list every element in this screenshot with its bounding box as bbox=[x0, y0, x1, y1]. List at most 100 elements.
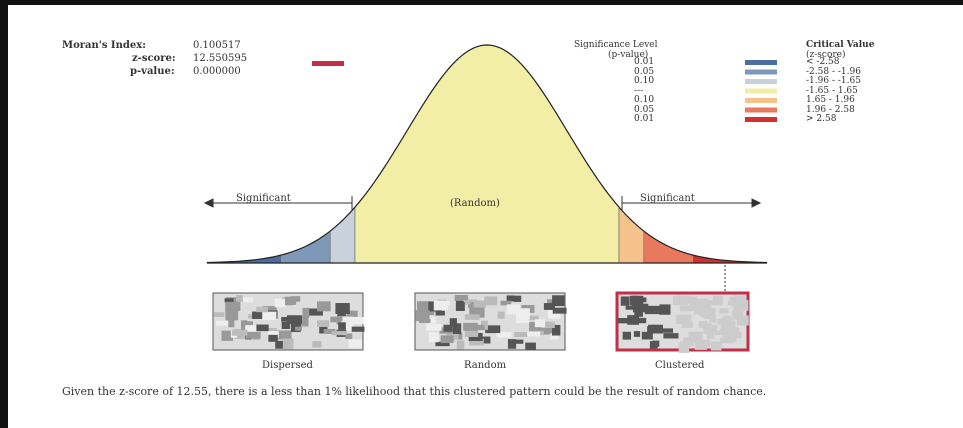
curve-region bbox=[329, 206, 356, 264]
pattern-cell bbox=[331, 331, 347, 336]
arrow-head bbox=[203, 198, 214, 208]
pattern-cell bbox=[236, 295, 243, 302]
pattern-cell bbox=[241, 320, 248, 332]
pattern-cell bbox=[506, 295, 515, 302]
pattern-image bbox=[414, 292, 567, 351]
legend-z: < -2.58 bbox=[806, 57, 840, 67]
pattern-cell bbox=[719, 308, 729, 314]
pattern-cell bbox=[435, 341, 450, 347]
legend-z: 1.65 - 1.96 bbox=[806, 95, 855, 105]
pattern-cell bbox=[527, 331, 541, 337]
pattern-cell bbox=[733, 295, 746, 302]
pattern-cell bbox=[245, 330, 261, 339]
pattern-label: Dispersed bbox=[262, 360, 313, 371]
pattern-cell bbox=[506, 304, 520, 315]
left-border bbox=[0, 0, 8, 428]
pattern-cell bbox=[706, 330, 715, 339]
pattern-cell bbox=[632, 303, 649, 313]
legend-header: (p-value) bbox=[608, 50, 649, 60]
pattern-cell bbox=[649, 341, 658, 349]
pattern-cell bbox=[317, 320, 330, 327]
pattern-cell bbox=[733, 300, 749, 311]
pattern-cell bbox=[351, 316, 364, 325]
pattern-cell bbox=[644, 305, 660, 315]
pattern-cell bbox=[312, 341, 322, 348]
legend-z: -2.58 - -1.96 bbox=[806, 66, 861, 77]
pattern-cell bbox=[225, 309, 239, 321]
pattern-cell bbox=[281, 317, 294, 322]
pattern-cell bbox=[514, 332, 528, 337]
pattern-cell bbox=[452, 323, 462, 334]
pattern-cell bbox=[525, 315, 539, 321]
pattern-cell bbox=[496, 332, 512, 338]
pattern-cell bbox=[262, 311, 277, 320]
pattern-cell bbox=[484, 296, 498, 306]
legend-swatch bbox=[745, 88, 777, 94]
legend-swatch bbox=[745, 98, 777, 103]
pattern-cell bbox=[514, 295, 522, 302]
pattern-cell bbox=[330, 316, 340, 323]
pattern-cell bbox=[281, 321, 291, 330]
legend-z: -1.96 - -1.65 bbox=[806, 76, 861, 86]
pattern-cell bbox=[456, 340, 465, 350]
legend-swatch bbox=[745, 69, 777, 75]
pattern-cell bbox=[428, 332, 439, 343]
pattern-cell bbox=[730, 331, 742, 339]
legend-p: 0.05 bbox=[634, 104, 655, 115]
pattern-cell bbox=[213, 312, 225, 317]
pattern-cell bbox=[342, 316, 353, 322]
pattern-cell bbox=[617, 318, 630, 324]
pattern-cell bbox=[689, 300, 704, 306]
pattern-image bbox=[615, 291, 750, 353]
pattern-cell bbox=[680, 305, 695, 312]
pattern-cell bbox=[286, 315, 302, 324]
pattern-cell bbox=[703, 325, 718, 334]
curve-label: Significant bbox=[236, 193, 291, 204]
curve-outline bbox=[206, 44, 768, 264]
pattern-cell bbox=[351, 326, 365, 332]
legend-p: 0.10 bbox=[634, 95, 655, 105]
legend-header: Significance Level bbox=[574, 40, 658, 50]
pattern-cell bbox=[627, 315, 640, 325]
pattern-cell bbox=[288, 297, 297, 305]
pattern-cell bbox=[224, 298, 234, 303]
pattern-cell bbox=[485, 325, 501, 334]
legend-swatch bbox=[745, 60, 777, 65]
pattern-cell bbox=[415, 310, 430, 322]
pattern-cell bbox=[663, 333, 679, 339]
pattern-cell bbox=[681, 321, 693, 328]
pattern-cell bbox=[307, 308, 323, 316]
pattern-cell bbox=[639, 297, 647, 303]
pattern-cell bbox=[429, 316, 437, 324]
pattern-cell bbox=[297, 316, 309, 327]
pattern-cell bbox=[448, 329, 459, 340]
curve-region bbox=[618, 206, 645, 264]
pattern-cell bbox=[509, 339, 524, 344]
pattern-cell bbox=[720, 320, 729, 331]
pattern-image bbox=[212, 292, 365, 351]
label: z-score: bbox=[132, 53, 176, 64]
pattern-cell bbox=[425, 323, 442, 331]
curve-label: (Random) bbox=[450, 198, 500, 209]
pattern-cell bbox=[335, 303, 350, 314]
pattern-cell bbox=[694, 340, 708, 350]
pattern-cell bbox=[688, 331, 703, 343]
pattern-cell bbox=[675, 295, 690, 304]
legend-header: (z-score) bbox=[806, 50, 846, 60]
pattern-cell bbox=[479, 336, 491, 344]
pattern-cell bbox=[237, 297, 254, 303]
pattern-label: Random bbox=[464, 360, 507, 371]
pattern-cell bbox=[714, 330, 731, 336]
pattern-cell bbox=[417, 301, 429, 311]
pattern-cell bbox=[507, 339, 517, 349]
caption: Given the z-score of 12.55, there is a l… bbox=[62, 385, 767, 398]
pattern-cell bbox=[689, 296, 698, 303]
pattern-cell bbox=[274, 298, 287, 308]
pattern-cell bbox=[702, 323, 712, 329]
pattern-cell bbox=[726, 320, 736, 329]
pattern-cell bbox=[705, 300, 720, 306]
pattern-cell bbox=[658, 328, 674, 333]
arrows bbox=[203, 196, 762, 292]
value: 12.550595 bbox=[193, 53, 248, 64]
pattern-cell bbox=[469, 338, 484, 346]
